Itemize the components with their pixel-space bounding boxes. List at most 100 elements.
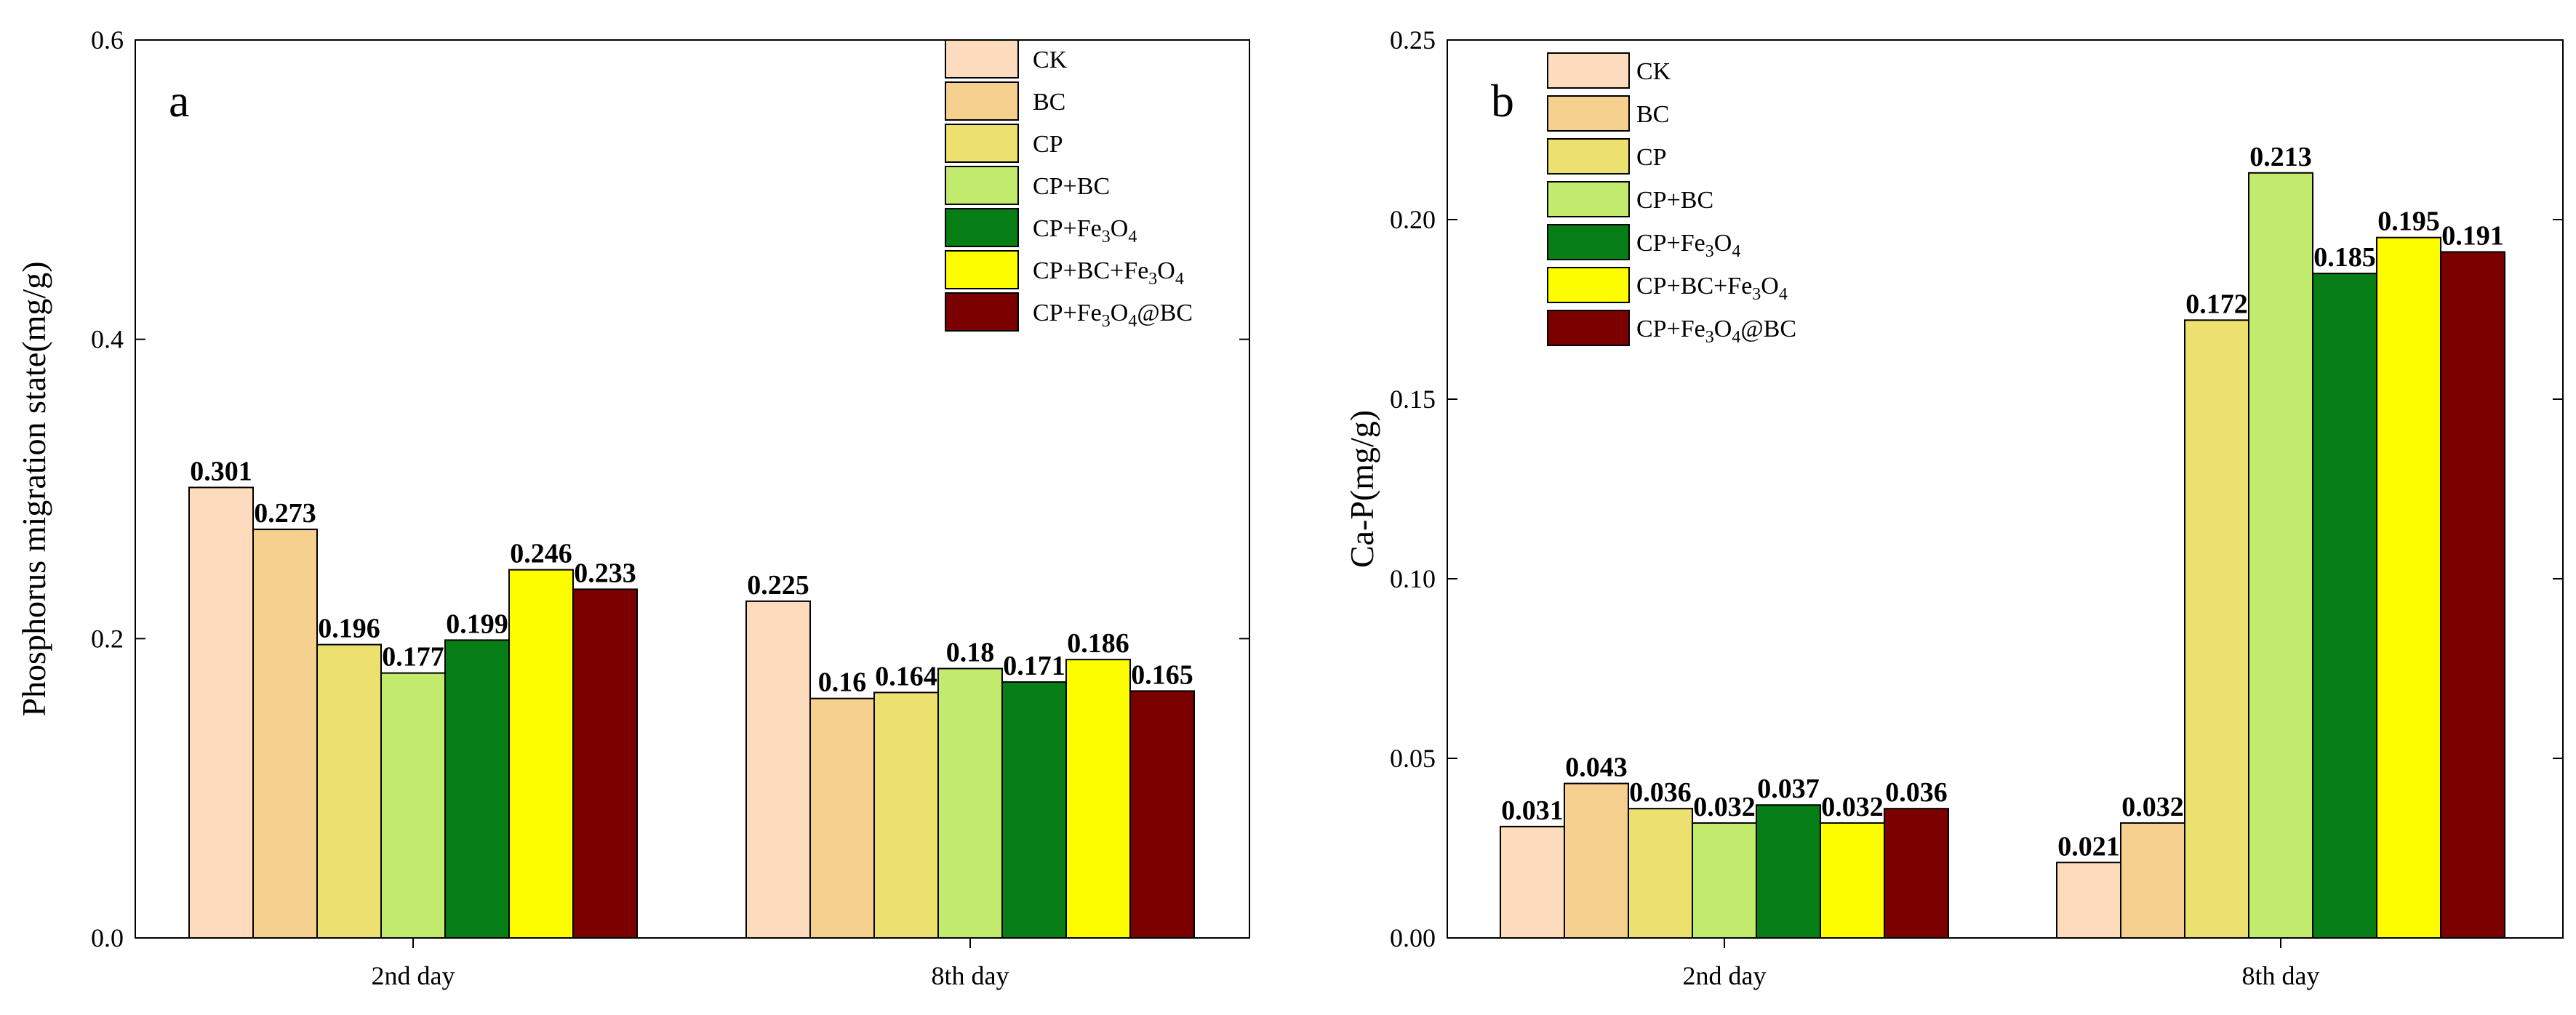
legend-label: CP+BC — [1033, 173, 1110, 200]
data-label: 0.032 — [1693, 792, 1756, 822]
data-label: 0.036 — [1629, 777, 1692, 808]
bar-cp-bc-fe3o4-2 — [1065, 659, 1131, 939]
x-tick-label: 2nd day — [372, 961, 455, 990]
plot-frame — [1447, 39, 2564, 939]
legend: CK BC CP CP+BC CP+Fe3O4 CP+BC+Fe3O4 CP+Fe3O4@B… — [945, 39, 1193, 332]
data-label: 0.036 — [1885, 777, 1948, 808]
legend-label: CP+BC — [1636, 187, 1713, 214]
bar-cp-bc-fe3o4-1 — [508, 569, 574, 939]
legend-label: CP+Fe3O4 — [1636, 230, 1740, 261]
data-label: 0.196 — [318, 614, 380, 644]
legend-label: BC — [1636, 101, 1669, 128]
bar-ck-2 — [2056, 862, 2121, 939]
legend-swatch — [1547, 181, 1630, 217]
bar-cp-bc-fe3o4-1 — [1820, 822, 1885, 939]
data-label: 0.021 — [2057, 831, 2120, 862]
legend-swatch — [945, 166, 1019, 205]
y-tick-label: 0.00 — [1390, 923, 1436, 952]
bar-cp-fe3o4-1 — [1756, 804, 1821, 939]
plot-frame — [135, 39, 1250, 939]
data-label: 0.301 — [190, 456, 252, 486]
y-tick-label: 0.15 — [1390, 385, 1436, 414]
y-tick-label: 0.25 — [1390, 25, 1436, 55]
legend-swatch — [945, 124, 1019, 163]
data-label: 0.233 — [574, 558, 636, 588]
bar-cp-fe3o4-bc-2 — [2440, 251, 2505, 939]
legend-label: CP+Fe3O4@BC — [1033, 300, 1193, 331]
bar-cp-bc-fe3o4-2 — [2376, 236, 2441, 939]
bar-cp-fe3o4-2 — [2312, 273, 2377, 939]
bar-cp-1 — [316, 643, 382, 939]
chart-panel-a: 0.0 0.2 0.4 0.6 Phosphorus migration state(m… — [15, 25, 1250, 990]
bar-cp-2 — [2184, 319, 2249, 939]
bar-cp-bc-1 — [1692, 822, 1757, 939]
bar-bc-2 — [809, 697, 875, 939]
legend-swatch — [945, 208, 1019, 247]
y-axis-title: Ca-P(mg/g) — [1343, 410, 1380, 568]
y-tick-label: 0.6 — [91, 25, 124, 55]
data-label: 0.225 — [747, 570, 809, 601]
data-label: 0.032 — [1821, 792, 1884, 822]
legend-label: CP — [1033, 131, 1063, 158]
data-label: 0.191 — [2441, 220, 2504, 251]
data-label: 0.273 — [254, 498, 316, 529]
data-label: 0.032 — [2121, 792, 2184, 822]
data-label: 0.171 — [1003, 651, 1065, 681]
chart-panel-b: 0.00 0.05 0.10 0.15 0.20 0.25 Ca-P(mg/g) b 2nd d… — [1343, 25, 2564, 990]
x-tick-label: 2nd day — [1683, 961, 1767, 990]
data-label: 0.16 — [818, 667, 867, 698]
data-label: 0.177 — [382, 642, 444, 673]
bar-ck-1 — [188, 486, 254, 939]
data-label: 0.213 — [2249, 142, 2312, 172]
data-label: 0.164 — [875, 661, 937, 691]
legend-label: CP — [1636, 144, 1667, 171]
data-label: 0.199 — [446, 609, 508, 639]
legend-swatch — [1547, 310, 1630, 346]
legend-swatch — [1547, 95, 1630, 132]
legend-swatch — [1547, 138, 1630, 174]
x-tick-label: 8th day — [932, 961, 1009, 990]
data-label: 0.043 — [1565, 753, 1628, 783]
panel-letter: a — [169, 75, 189, 127]
bar-cp-bc-2 — [937, 667, 1003, 939]
y-tick-label: 0.10 — [1390, 564, 1436, 593]
y-axis-title: Phosphorus migration state(mg/g) — [15, 261, 52, 716]
y-tick-label: 0.4 — [91, 325, 124, 354]
bar-cp-fe3o4-2 — [1001, 681, 1067, 939]
legend-label: CK — [1636, 58, 1671, 85]
bar-cp-fe3o4-bc-1 — [1884, 808, 1949, 939]
bar-cp-fe3o4-bc-1 — [572, 588, 638, 939]
data-label: 0.165 — [1131, 659, 1193, 690]
legend-swatch — [1547, 52, 1630, 89]
data-label: 0.186 — [1067, 628, 1129, 659]
bar-cp-1 — [1628, 808, 1693, 939]
bar-cp-fe3o4-1 — [444, 639, 510, 939]
legend-label: CP+BC+Fe3O4 — [1636, 273, 1788, 304]
legend-swatch — [945, 250, 1019, 289]
y-tick-label: 0.05 — [1390, 744, 1436, 773]
legend-swatch — [945, 39, 1019, 79]
data-label: 0.246 — [510, 539, 572, 569]
data-label: 0.037 — [1757, 774, 1820, 804]
y-tick-label: 0.2 — [91, 624, 124, 653]
y-tick-label: 0.0 — [91, 923, 124, 952]
data-label: 0.031 — [1501, 795, 1564, 826]
bar-cp-bc-1 — [380, 672, 446, 939]
data-label: 0.18 — [946, 638, 995, 668]
legend-label: CK — [1033, 47, 1068, 73]
bar-bc-2 — [2120, 822, 2185, 939]
bar-ck-1 — [1500, 825, 1565, 939]
legend-label: CP+Fe3O4 — [1033, 215, 1137, 246]
legend-label: BC — [1033, 89, 1065, 116]
legend-label: CP+Fe3O4@BC — [1636, 316, 1796, 347]
bar-cp-2 — [873, 691, 939, 939]
x-tick-label: 8th day — [2242, 961, 2320, 990]
bar-bc-1 — [252, 529, 318, 939]
legend-swatch — [1547, 224, 1630, 260]
legend-swatch — [945, 81, 1019, 121]
legend-swatch — [945, 292, 1019, 332]
legend-swatch — [1547, 267, 1630, 303]
legend-label: CP+BC+Fe3O4 — [1033, 257, 1184, 289]
data-label: 0.195 — [2377, 206, 2440, 237]
